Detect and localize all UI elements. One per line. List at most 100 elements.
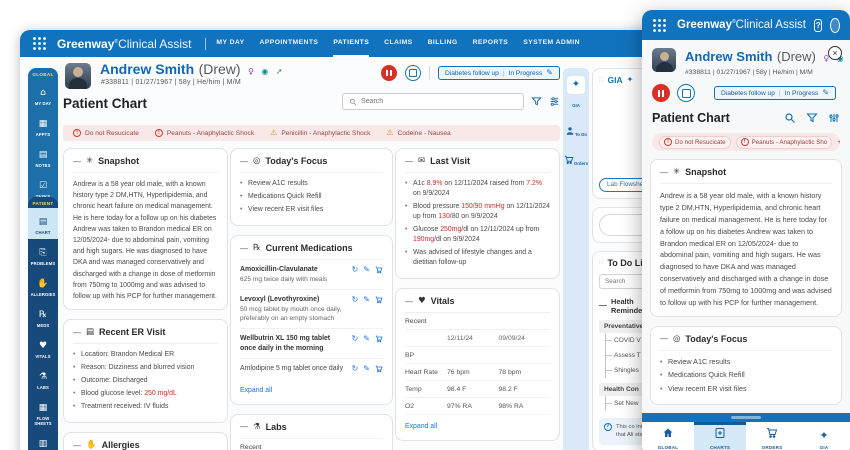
patient-name: Andrew Smith (685, 49, 773, 64)
sidebar-item-docs[interactable]: ▥ (28, 430, 58, 450)
bottom-nav-charts[interactable]: CHARTS (694, 422, 746, 450)
pencil-icon[interactable]: ✎ (822, 88, 830, 97)
nav-my-day[interactable]: MY DAY (216, 39, 245, 46)
sidebar-item-vitals[interactable]: ♥ VITALS (35, 341, 51, 360)
cart-icon[interactable] (375, 296, 383, 304)
collapse-icon[interactable]: — (660, 167, 668, 177)
sidebar-item-problems[interactable]: ⎘ PROBLEMS (30, 248, 56, 267)
sidebar-item-my-day[interactable]: ⌂ MY DAY (34, 88, 52, 107)
collapse-icon[interactable]: — (240, 422, 248, 432)
sidebar-item-notes[interactable]: ▤ NOTES (35, 150, 51, 169)
sidebar-item-meds[interactable]: ℞ MEDS (36, 310, 50, 329)
overlay-window: Greenway®Clinical Assist ? Andrew Smith … (642, 10, 850, 450)
filter-funnel-icon[interactable] (531, 96, 542, 107)
alert-peanuts[interactable]: ! Peanuts - Anaphylactic Sho (735, 135, 833, 149)
rail-item-to-do[interactable]: To Do (565, 123, 587, 141)
alert-codeine[interactable]: ⚠ Codeine - Nausea (386, 128, 451, 137)
bottom-nav-global[interactable]: GLOBAL (642, 422, 694, 450)
refresh-icon[interactable]: ↻ (351, 294, 359, 304)
collapse-icon[interactable]: — (660, 334, 668, 344)
collapse-icon[interactable]: — (599, 301, 607, 310)
cart-icon[interactable] (375, 266, 383, 274)
collapse-icon[interactable]: — (73, 156, 81, 166)
drag-handle-icon[interactable]: ∷ (599, 258, 604, 266)
camera-icon[interactable]: ◉ (836, 54, 844, 63)
bottom-nav-gia[interactable]: ✦ GIA (819, 429, 829, 450)
todo-item[interactable]: Shingles (605, 362, 671, 378)
collapse-icon[interactable]: — (73, 327, 81, 337)
main-nav: MY DAY APPOINTMENTS PATIENTS CLAIMS BILL… (216, 30, 580, 57)
tasks-icon: ☑ (38, 181, 48, 191)
collapse-icon[interactable]: — (405, 156, 413, 166)
sidebar-item-appts[interactable]: ▦ APPTS (35, 119, 51, 138)
collapse-icon[interactable]: — (73, 440, 81, 450)
help-icon[interactable]: ? (813, 18, 823, 32)
nav-patients[interactable]: PATIENTS (333, 30, 370, 57)
medication-row: Amlodipine 5 mg tablet once daily ↻ ✎ (240, 359, 383, 379)
drag-handle-icon[interactable]: ∷ (599, 75, 604, 84)
nav-appointments[interactable]: APPOINTMENTS (259, 39, 319, 46)
nav-reports[interactable]: REPORTS (472, 39, 509, 46)
stop-button[interactable] (677, 84, 695, 102)
nav-billing[interactable]: BILLING (427, 39, 458, 46)
camera-icon[interactable]: ◉ (261, 67, 269, 76)
encounter-pill[interactable]: Diabetes follow up | In Progress ✎ (714, 86, 837, 100)
pencil-icon[interactable]: ✎ (363, 294, 370, 304)
search-input[interactable] (361, 98, 517, 105)
alert-dnr[interactable]: ! Do not Resucicate (659, 135, 731, 149)
filter-funnel-icon[interactable] (806, 112, 818, 124)
expand-all-link[interactable]: Expand all (405, 423, 438, 430)
pencil-icon[interactable]: ✎ (363, 265, 370, 274)
alert-penicillin[interactable]: ⚠ Penicillin - Anaphylactic Shock (270, 128, 371, 137)
user-avatar[interactable] (830, 17, 840, 33)
filter-settings-icon[interactable] (549, 96, 560, 107)
todo-item[interactable]: COVID V (605, 332, 671, 348)
cart-icon[interactable] (375, 335, 383, 343)
warning-icon: ⚠ (386, 128, 394, 137)
nav-system-admin[interactable]: SYSTEM ADMIN (523, 39, 580, 46)
stop-button[interactable] (404, 65, 421, 81)
home-icon (663, 428, 673, 437)
collapse-icon[interactable]: — (240, 243, 248, 253)
sidebar-item-chart[interactable]: ▤ CHART (28, 208, 58, 239)
todo-search-input[interactable] (605, 277, 665, 285)
pencil-icon[interactable]: ✎ (546, 68, 553, 77)
app-grid-icon[interactable] (32, 36, 47, 51)
todo-item[interactable]: Set New (605, 395, 671, 411)
cart-icon[interactable] (375, 365, 383, 373)
rail-item-gia[interactable]: ✦ GIA (567, 76, 585, 112)
pencil-icon[interactable]: ✎ (363, 333, 370, 343)
collapse-icon[interactable]: — (240, 156, 248, 166)
critical-icon: ! (740, 138, 749, 146)
bottom-nav-orders[interactable]: ORDERS (746, 422, 798, 450)
pause-button[interactable] (380, 65, 397, 81)
sidebar-item-labs[interactable]: ⚗ LABS (37, 372, 49, 391)
todo-item[interactable]: Assess T (605, 347, 671, 363)
er-item: Outcome: Discharged (73, 376, 218, 386)
snapshot-icon: ✳ (673, 166, 681, 177)
alerts-more-count[interactable]: +2 (837, 138, 840, 146)
brand-logo: Greenway®Clinical Assist (677, 19, 806, 31)
expand-all-link[interactable]: Expand all (240, 386, 273, 394)
calendar-icon: ▦ (38, 119, 48, 129)
encounter-pill[interactable]: Diabetes follow up | In Progress ✎ (437, 66, 560, 80)
pause-button[interactable] (652, 84, 670, 102)
drag-handle[interactable] (731, 416, 761, 419)
filter-settings-icon[interactable] (828, 112, 840, 124)
sidebar-item-tasks[interactable]: ☑TASKS (28, 172, 58, 203)
alert-dnr[interactable]: ! Do not Resucicate (73, 129, 139, 137)
app-grid-icon[interactable] (652, 18, 667, 33)
sidebar-item-allergies[interactable]: ✋ ALLERGIES (30, 279, 56, 298)
search-icon[interactable] (784, 112, 796, 124)
collapse-icon[interactable]: — (405, 296, 413, 306)
sidebar-item-flow-sheets[interactable]: ▦ FLOW SHEETS (34, 403, 52, 427)
close-icon[interactable]: × (828, 46, 842, 60)
refresh-icon[interactable]: ↻ (351, 364, 359, 374)
nav-claims[interactable]: CLAIMS (384, 39, 413, 46)
refresh-icon[interactable]: ↻ (351, 265, 359, 274)
rail-item-orders[interactable]: Orders (564, 152, 588, 170)
refresh-icon[interactable]: ↻ (351, 333, 359, 343)
alert-peanuts[interactable]: ! Peanuts - Anaphylactic Shock (154, 129, 254, 137)
allergies-card: —✋Allergies Peanuts !Anaphylactic Shock … (63, 432, 228, 450)
pencil-icon[interactable]: ✎ (363, 364, 370, 374)
